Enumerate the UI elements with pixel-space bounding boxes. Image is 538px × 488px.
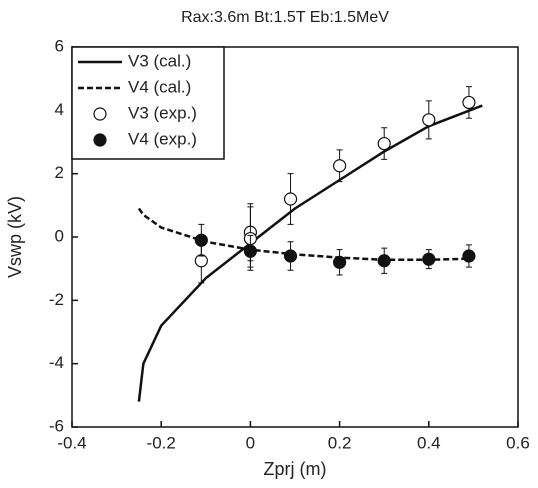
legend-label: V3 (exp.): [128, 103, 197, 122]
y-tick-label: -6: [49, 416, 64, 435]
y-tick-label: 6: [55, 36, 64, 55]
marker: [422, 113, 436, 127]
legend-marker: [93, 133, 107, 147]
line: [137, 207, 474, 262]
x-tick-label: -0.2: [147, 433, 176, 452]
marker: [422, 252, 436, 266]
marker: [283, 192, 298, 206]
marker: [377, 136, 391, 151]
marker: [333, 159, 347, 173]
y-tick-label: 2: [55, 163, 64, 182]
x-tick-label: 0.6: [506, 433, 530, 452]
y-tick-label: 0: [55, 226, 64, 245]
y-tick-label: 4: [55, 100, 64, 119]
marker: [462, 95, 476, 110]
legend-marker: [93, 107, 107, 121]
chart-title: Rax:3.6m Bt:1.5T Eb:1.5MeV: [181, 9, 389, 26]
marker: [194, 254, 208, 268]
marker: [377, 254, 391, 268]
x-axis-label: Zprj (m): [264, 459, 327, 479]
legend-label: V4 (cal.): [128, 77, 191, 96]
legend-label: V3 (cal.): [128, 51, 191, 70]
marker: [462, 249, 476, 263]
y-axis-label: Vswp (kV): [5, 196, 25, 278]
marker: [283, 249, 298, 263]
legend-label: V4 (exp.): [128, 129, 197, 148]
x-tick-label: 0.2: [328, 433, 352, 452]
line: [137, 104, 483, 402]
x-tick-label: -0.4: [57, 433, 86, 452]
x-tick-label: 0.4: [417, 433, 441, 452]
x-tick-label: 0: [246, 433, 255, 452]
marker: [243, 244, 257, 258]
marker: [194, 233, 208, 247]
marker: [333, 255, 347, 269]
y-tick-label: -4: [49, 353, 64, 372]
y-tick-label: -2: [49, 290, 64, 309]
